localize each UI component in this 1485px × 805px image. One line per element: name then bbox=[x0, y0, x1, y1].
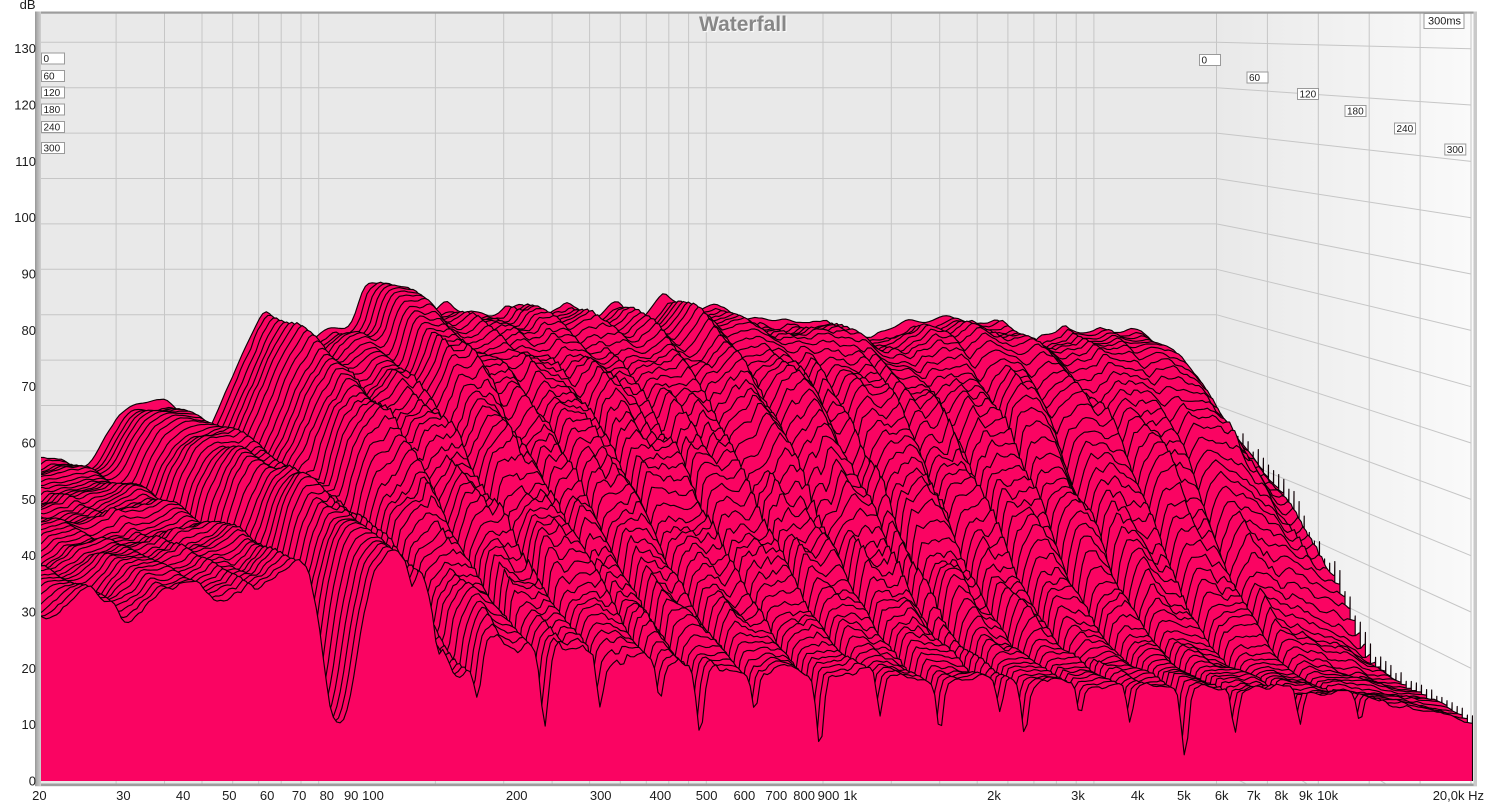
svg-text:700: 700 bbox=[766, 788, 788, 803]
svg-text:9k: 9k bbox=[1299, 788, 1313, 803]
svg-text:130: 130 bbox=[14, 41, 36, 56]
svg-text:60: 60 bbox=[22, 436, 36, 451]
svg-text:90: 90 bbox=[344, 788, 358, 803]
svg-text:2k: 2k bbox=[987, 788, 1001, 803]
svg-text:500: 500 bbox=[696, 788, 718, 803]
svg-text:180: 180 bbox=[1347, 107, 1364, 118]
svg-text:8k: 8k bbox=[1275, 788, 1289, 803]
svg-text:7k: 7k bbox=[1247, 788, 1261, 803]
svg-text:180: 180 bbox=[44, 105, 61, 116]
svg-text:20: 20 bbox=[22, 661, 36, 676]
svg-text:70: 70 bbox=[22, 379, 36, 394]
svg-text:240: 240 bbox=[1397, 124, 1414, 135]
svg-text:0: 0 bbox=[1202, 56, 1208, 67]
svg-text:240: 240 bbox=[44, 123, 61, 134]
svg-text:60: 60 bbox=[1249, 73, 1261, 84]
svg-text:40: 40 bbox=[176, 788, 190, 803]
svg-text:70: 70 bbox=[292, 788, 306, 803]
svg-text:Waterfall: Waterfall bbox=[699, 13, 787, 36]
svg-text:10k: 10k bbox=[1317, 788, 1338, 803]
svg-text:90: 90 bbox=[22, 267, 36, 282]
svg-text:1k: 1k bbox=[843, 788, 857, 803]
svg-text:110: 110 bbox=[15, 154, 36, 169]
svg-text:3k: 3k bbox=[1071, 788, 1085, 803]
svg-text:900: 900 bbox=[818, 788, 840, 803]
svg-text:120: 120 bbox=[14, 98, 36, 113]
svg-text:4k: 4k bbox=[1131, 788, 1145, 803]
svg-text:dB: dB bbox=[20, 0, 36, 12]
svg-text:200: 200 bbox=[506, 788, 528, 803]
svg-text:300ms: 300ms bbox=[1428, 16, 1462, 28]
svg-text:40: 40 bbox=[22, 548, 36, 563]
svg-text:400: 400 bbox=[650, 788, 672, 803]
svg-text:100: 100 bbox=[14, 210, 36, 225]
svg-text:300: 300 bbox=[44, 144, 61, 155]
svg-text:6k: 6k bbox=[1215, 788, 1229, 803]
svg-text:300: 300 bbox=[590, 788, 612, 803]
svg-text:50: 50 bbox=[222, 788, 236, 803]
svg-text:30: 30 bbox=[116, 788, 130, 803]
svg-text:20: 20 bbox=[32, 788, 46, 803]
svg-text:5k: 5k bbox=[1177, 788, 1191, 803]
svg-text:120: 120 bbox=[44, 88, 61, 99]
svg-text:80: 80 bbox=[22, 323, 36, 338]
svg-text:800: 800 bbox=[793, 788, 815, 803]
svg-text:80: 80 bbox=[320, 788, 334, 803]
svg-text:0: 0 bbox=[29, 774, 36, 789]
svg-text:50: 50 bbox=[22, 492, 36, 507]
svg-text:0: 0 bbox=[44, 54, 50, 65]
svg-text:120: 120 bbox=[1300, 90, 1317, 101]
svg-text:20,0k Hz: 20,0k Hz bbox=[1433, 788, 1484, 803]
svg-text:60: 60 bbox=[260, 788, 274, 803]
svg-text:100: 100 bbox=[362, 788, 384, 803]
svg-text:300: 300 bbox=[1447, 145, 1464, 156]
svg-text:30: 30 bbox=[22, 605, 36, 620]
svg-text:60: 60 bbox=[44, 72, 56, 83]
svg-text:10: 10 bbox=[22, 717, 36, 732]
svg-text:600: 600 bbox=[734, 788, 756, 803]
